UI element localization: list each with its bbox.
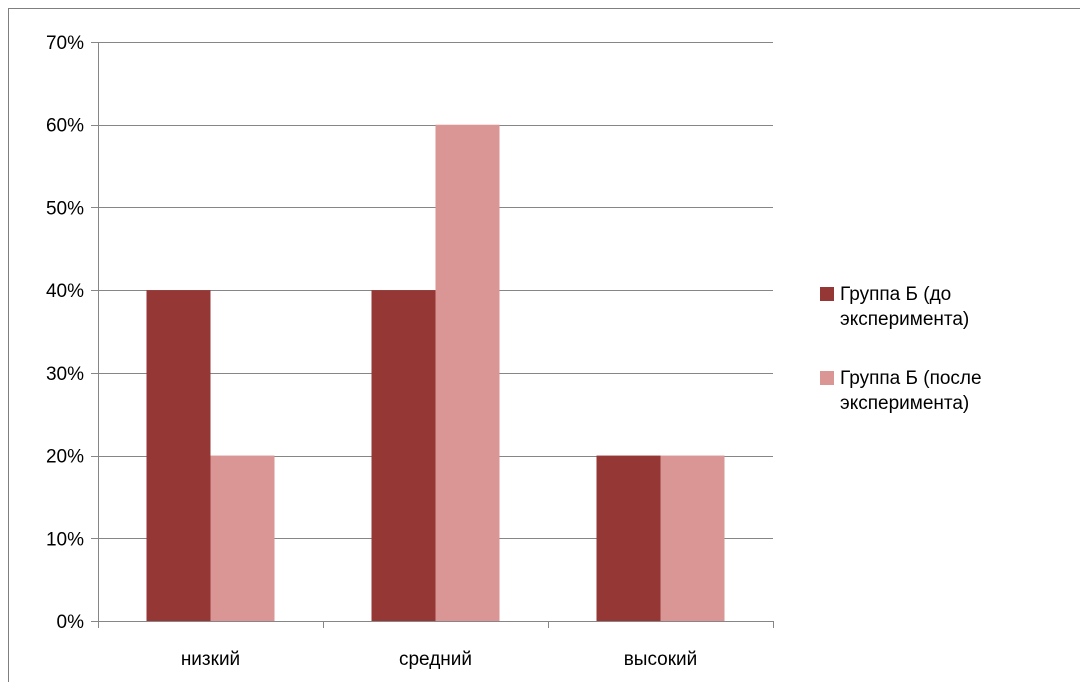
y-tick-label: 30%: [46, 364, 84, 385]
legend-swatch: [820, 287, 834, 301]
y-tick-label: 70%: [46, 33, 84, 54]
legend-label: Группа Б (до эксперимента): [840, 284, 969, 330]
x-tick-label: низкий: [181, 649, 240, 670]
legend-label: Группа Б (после эксперимента): [840, 368, 982, 414]
bar: [146, 290, 211, 621]
y-tick-label: 50%: [46, 198, 84, 219]
legend-swatch: [820, 371, 834, 385]
bars: [146, 124, 725, 621]
x-tick-label: средний: [399, 649, 472, 670]
bar: [435, 124, 500, 621]
x-tick-label: высокий: [624, 649, 698, 670]
y-tick-label: 40%: [46, 281, 84, 302]
bar: [660, 455, 725, 621]
legend: Группа Б (до эксперимента) Группа Б (после…: [820, 284, 982, 414]
y-tick-label: 0%: [57, 612, 85, 633]
y-tick-label: 20%: [46, 447, 84, 468]
bar: [210, 455, 275, 621]
y-tick-label: 10%: [46, 529, 84, 550]
axes: [91, 42, 774, 628]
x-tick-labels: низкий средний высокий: [181, 649, 697, 670]
y-tick-labels: 0% 10% 20% 30% 40% 50% 60% 70%: [46, 33, 84, 633]
bar: [371, 290, 436, 621]
y-tick-label: 60%: [46, 116, 84, 137]
bar: [596, 455, 661, 621]
